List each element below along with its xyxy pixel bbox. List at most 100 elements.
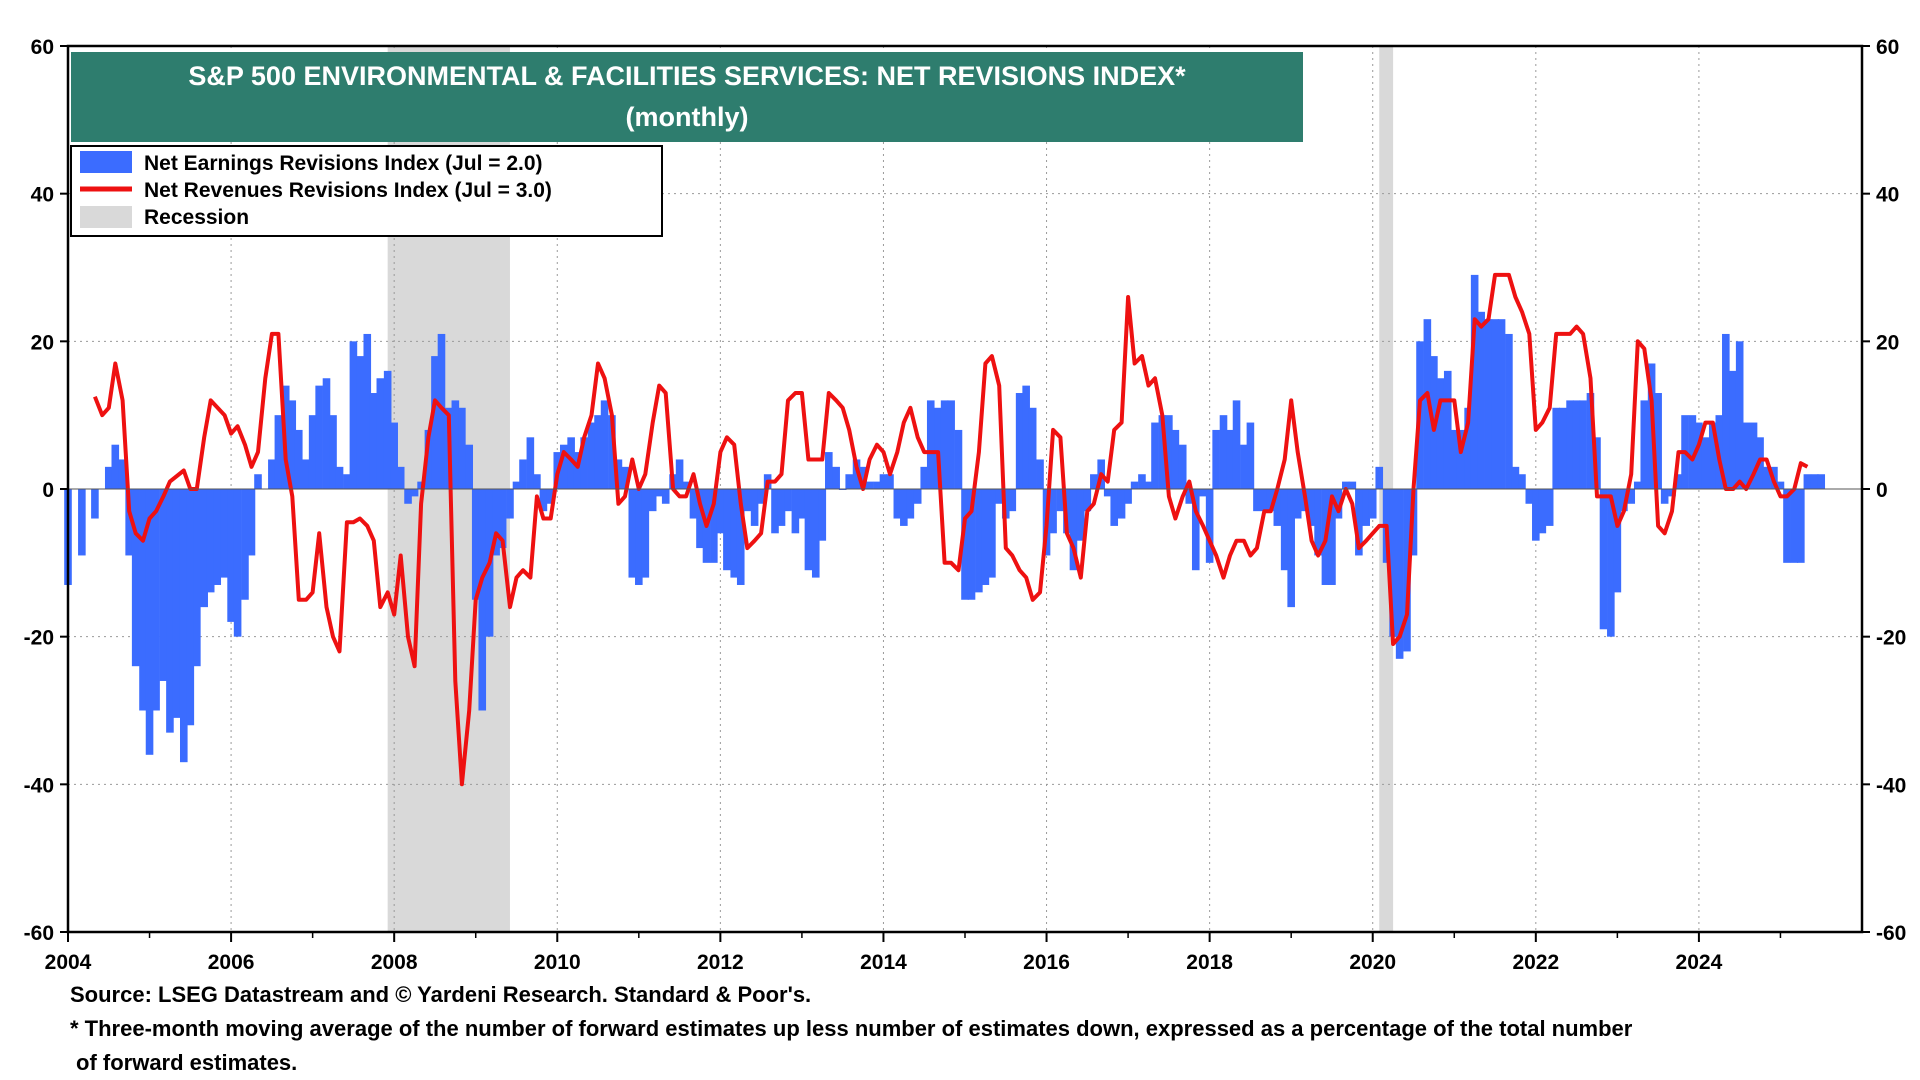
earnings-bar — [465, 444, 474, 489]
earnings-bar — [988, 489, 996, 578]
earnings-bar — [125, 489, 133, 556]
earnings-bar — [1191, 489, 1200, 571]
earnings-bar — [573, 452, 582, 489]
title-box: S&P 500 ENVIRONMENTAL & FACILITIES SERVI… — [71, 52, 1303, 142]
earnings-bar — [268, 459, 276, 489]
earnings-bar — [1056, 489, 1065, 512]
earnings-bar — [519, 459, 527, 489]
earnings-bar — [1083, 489, 1092, 512]
earnings-bar — [852, 459, 861, 489]
earnings-bar — [1205, 489, 1214, 563]
earnings-bar — [879, 474, 888, 489]
earnings-bar — [186, 489, 195, 726]
earnings-bar — [451, 400, 460, 489]
earnings-bar — [804, 489, 813, 571]
earnings-bar — [294, 429, 303, 489]
earnings-bar — [1810, 474, 1819, 489]
earnings-bar — [1558, 407, 1567, 489]
earnings-bar — [172, 489, 181, 718]
earnings-bar — [1076, 489, 1085, 541]
earnings-bar — [1307, 489, 1316, 526]
earnings-bar — [716, 489, 725, 534]
earnings-bar — [206, 489, 215, 593]
earnings-bar — [1015, 393, 1024, 489]
earnings-bar — [655, 489, 664, 497]
earnings-bar — [1266, 489, 1275, 512]
earnings-bar — [1436, 378, 1445, 489]
earnings-bar — [730, 489, 739, 578]
earnings-bar — [1158, 415, 1167, 489]
earnings-bar — [1124, 489, 1132, 504]
earnings-bar — [1477, 311, 1485, 489]
earnings-bar — [118, 459, 127, 489]
earnings-bar — [1505, 333, 1513, 489]
earnings-bar — [1022, 385, 1030, 489]
earnings-bar — [947, 400, 955, 489]
earnings-bar — [1253, 489, 1261, 512]
earnings-bar — [349, 341, 358, 489]
earnings-bar — [757, 489, 765, 504]
earnings-bar — [1708, 422, 1717, 489]
earnings-bar — [546, 489, 555, 504]
earnings-bar — [791, 489, 800, 534]
earnings-bar — [302, 459, 310, 489]
x-tick-label: 2020 — [1349, 951, 1396, 974]
earnings-bar — [1579, 400, 1587, 489]
earnings-bar — [1545, 489, 1554, 526]
earnings-bar — [621, 466, 629, 489]
y-tick-label-left: 20 — [31, 331, 54, 354]
earnings-bar — [723, 489, 731, 571]
earnings-bar — [526, 437, 535, 489]
earnings-bar — [961, 489, 969, 600]
earnings-bar — [424, 429, 433, 489]
legend-box — [70, 145, 663, 237]
earnings-bar — [818, 489, 827, 541]
earnings-bar — [376, 378, 385, 489]
earnings-bar — [777, 489, 786, 526]
earnings-bar — [1654, 393, 1662, 489]
earnings-bar — [1668, 489, 1676, 497]
earnings-bar — [1185, 489, 1194, 504]
earnings-bar — [396, 466, 405, 489]
earnings-bar — [1783, 489, 1791, 563]
x-tick-label: 2012 — [697, 951, 744, 974]
earnings-bar — [512, 481, 521, 489]
earnings-bar — [1334, 489, 1343, 519]
earnings-bar — [1348, 481, 1357, 489]
earnings-bar — [404, 489, 412, 504]
earnings-bar — [1293, 489, 1302, 519]
earnings-bar — [661, 489, 670, 504]
legend-label-revenues: Net Revenues Revisions Index (Jul = 3.0) — [144, 179, 552, 202]
earnings-bar — [139, 489, 147, 711]
earnings-bar — [1456, 429, 1465, 489]
methodology-note-continued: of forward estimates. — [76, 1050, 298, 1075]
earnings-bar — [274, 415, 283, 489]
earnings-bar — [920, 466, 929, 489]
earnings-bar — [1368, 489, 1377, 519]
earnings-bar — [539, 489, 548, 512]
y-tick-label-left: 60 — [31, 36, 54, 59]
earnings-bar — [1008, 489, 1017, 512]
earnings-bar — [383, 370, 392, 489]
earnings-bar — [335, 466, 344, 489]
earnings-bar — [179, 489, 188, 763]
earnings-bar — [1450, 429, 1459, 489]
earnings-bar — [390, 422, 398, 489]
earnings-bar — [832, 466, 840, 489]
x-tick-label: 2018 — [1186, 951, 1233, 974]
earnings-bar — [954, 429, 963, 489]
earnings-bar — [1226, 429, 1234, 489]
earnings-bar — [1151, 422, 1159, 489]
x-tick-label: 2014 — [860, 951, 907, 974]
earnings-bar — [1599, 489, 1608, 630]
earnings-bar — [1165, 415, 1173, 489]
earnings-bar — [798, 489, 806, 519]
earnings-bar — [940, 400, 949, 489]
earnings-bar — [628, 489, 637, 578]
earnings-bar — [1342, 481, 1350, 489]
legend-label-earnings: Net Earnings Revisions Index (Jul = 2.0) — [144, 152, 543, 175]
earnings-bar — [710, 489, 718, 563]
earnings-bar — [1572, 400, 1581, 489]
earnings-bar — [873, 481, 881, 489]
